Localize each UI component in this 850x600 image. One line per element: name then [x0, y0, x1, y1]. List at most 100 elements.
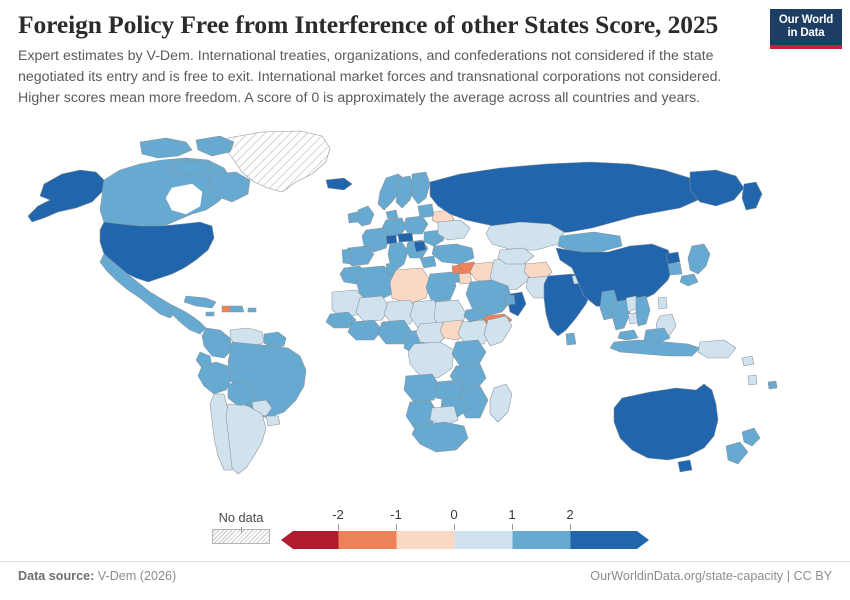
country-france[interactable] — [361, 227, 391, 253]
country-italy[interactable] — [387, 241, 409, 271]
country-russia-kamchatka[interactable] — [741, 181, 763, 211]
country-indonesia-borneo[interactable] — [643, 327, 671, 345]
country-solomon-islands[interactable] — [741, 355, 755, 367]
country-egypt[interactable] — [425, 271, 457, 303]
country-madagascar[interactable] — [489, 383, 513, 423]
country-nigeria[interactable] — [377, 319, 413, 345]
country-japan-south[interactable] — [679, 273, 699, 287]
country-thailand[interactable] — [611, 299, 631, 331]
legend-tick-4: 2 — [566, 507, 574, 522]
country-sweden[interactable] — [395, 175, 415, 209]
hudson-bay — [165, 183, 203, 215]
legend-tick-3: 1 — [508, 507, 516, 522]
country-malaysia[interactable] — [617, 329, 639, 341]
country-russia-far-east[interactable] — [689, 169, 745, 207]
country-portugal[interactable] — [341, 248, 352, 265]
country-south-africa[interactable] — [411, 421, 469, 453]
country-turkey[interactable] — [431, 243, 475, 265]
country-taiwan[interactable] — [657, 296, 668, 310]
country-botswana[interactable] — [429, 405, 459, 427]
country-china[interactable] — [555, 243, 675, 309]
attribution-link[interactable]: OurWorldinData.org/state-capacity | CC B… — [590, 569, 832, 583]
country-mongolia[interactable] — [557, 231, 623, 253]
legend-no-data-swatch[interactable] — [212, 528, 270, 544]
country-senegal[interactable] — [325, 311, 357, 329]
country-denmark[interactable] — [385, 209, 399, 220]
country-algeria[interactable] — [355, 265, 395, 303]
country-lebanon[interactable] — [451, 264, 461, 275]
logo-line-1: Our World — [778, 14, 834, 26]
country-kenya[interactable] — [451, 339, 487, 367]
country-north-korea[interactable] — [665, 251, 681, 265]
country-canada-arctic-3[interactable] — [169, 159, 213, 177]
country-tasmania[interactable] — [677, 459, 693, 473]
country-canada-arctic-2[interactable] — [195, 135, 235, 157]
country-australia[interactable] — [613, 383, 719, 461]
country-ukraine[interactable] — [437, 219, 471, 241]
country-saudi-arabia[interactable] — [465, 279, 513, 317]
country-peru[interactable] — [197, 361, 233, 395]
country-japan[interactable] — [687, 243, 711, 275]
country-alaska[interactable] — [27, 169, 105, 223]
country-uae[interactable] — [503, 294, 516, 306]
country-south-korea[interactable] — [667, 262, 683, 276]
country-greenland[interactable] — [225, 130, 331, 193]
legend-no-data-label: No data — [218, 510, 264, 525]
legend-tick-2: 0 — [450, 507, 458, 522]
country-canada-baffin[interactable] — [207, 171, 251, 203]
country-uzbekistan[interactable] — [497, 247, 535, 265]
country-central-america[interactable] — [169, 303, 207, 335]
country-mali[interactable] — [355, 295, 391, 323]
chart-subtitle: Expert estimates by V-Dem. International… — [18, 48, 722, 106]
country-colombia[interactable] — [201, 327, 233, 359]
country-canada-arctic-1[interactable] — [139, 137, 193, 159]
country-united-kingdom[interactable] — [355, 205, 375, 227]
country-russia[interactable] — [429, 161, 705, 235]
country-finland[interactable] — [411, 171, 431, 205]
country-somalia[interactable] — [483, 315, 513, 347]
country-puerto-rico[interactable] — [247, 307, 257, 313]
legend-tick-1: -1 — [390, 507, 402, 522]
country-ghana[interactable] — [347, 319, 383, 341]
country-haiti[interactable] — [221, 305, 231, 313]
country-switzerland[interactable] — [385, 234, 398, 245]
country-ireland[interactable] — [347, 211, 359, 224]
country-greece[interactable] — [419, 255, 437, 269]
country-angola[interactable] — [403, 373, 441, 403]
country-papua-new-guinea[interactable] — [697, 339, 737, 359]
country-baltics[interactable] — [417, 203, 435, 219]
country-austria[interactable] — [397, 232, 414, 243]
country-canada[interactable] — [99, 157, 233, 233]
country-poland[interactable] — [403, 215, 429, 235]
country-vanuatu[interactable] — [747, 374, 758, 386]
country-sri-lanka[interactable] — [565, 332, 577, 346]
country-dr-congo[interactable] — [407, 341, 455, 379]
country-jamaica[interactable] — [205, 311, 215, 317]
country-niger[interactable] — [383, 299, 419, 325]
country-serbia[interactable] — [413, 240, 427, 253]
data-source-label: Data source: — [18, 569, 95, 583]
country-dominican-republic[interactable] — [229, 305, 245, 313]
country-new-zealand-south[interactable] — [725, 441, 749, 465]
country-fiji[interactable] — [767, 380, 778, 390]
country-guyana[interactable] — [263, 331, 287, 349]
data-source: Data source: V-Dem (2026) — [18, 569, 176, 583]
legend-color-scale[interactable]: -2 -1 0 1 2 — [281, 506, 649, 552]
country-ethiopia[interactable] — [457, 319, 493, 345]
world-map[interactable] — [0, 126, 850, 502]
country-cuba[interactable] — [183, 295, 217, 309]
country-vietnam[interactable] — [635, 295, 651, 327]
country-libya[interactable] — [389, 267, 431, 305]
our-world-in-data-logo[interactable]: Our World in Data — [770, 9, 842, 50]
data-source-value: V-Dem (2026) — [97, 569, 177, 583]
country-argentina[interactable] — [225, 403, 267, 475]
country-uruguay[interactable] — [265, 415, 281, 427]
country-eritrea[interactable] — [463, 307, 487, 323]
country-iceland[interactable] — [325, 177, 353, 191]
legend-no-data-group[interactable]: No data — [212, 510, 270, 544]
map-legend: No data -2 -1 0 1 2 — [0, 506, 850, 558]
country-kazakhstan[interactable] — [485, 221, 565, 251]
country-mexico[interactable] — [99, 253, 177, 319]
country-new-zealand[interactable] — [741, 427, 761, 447]
